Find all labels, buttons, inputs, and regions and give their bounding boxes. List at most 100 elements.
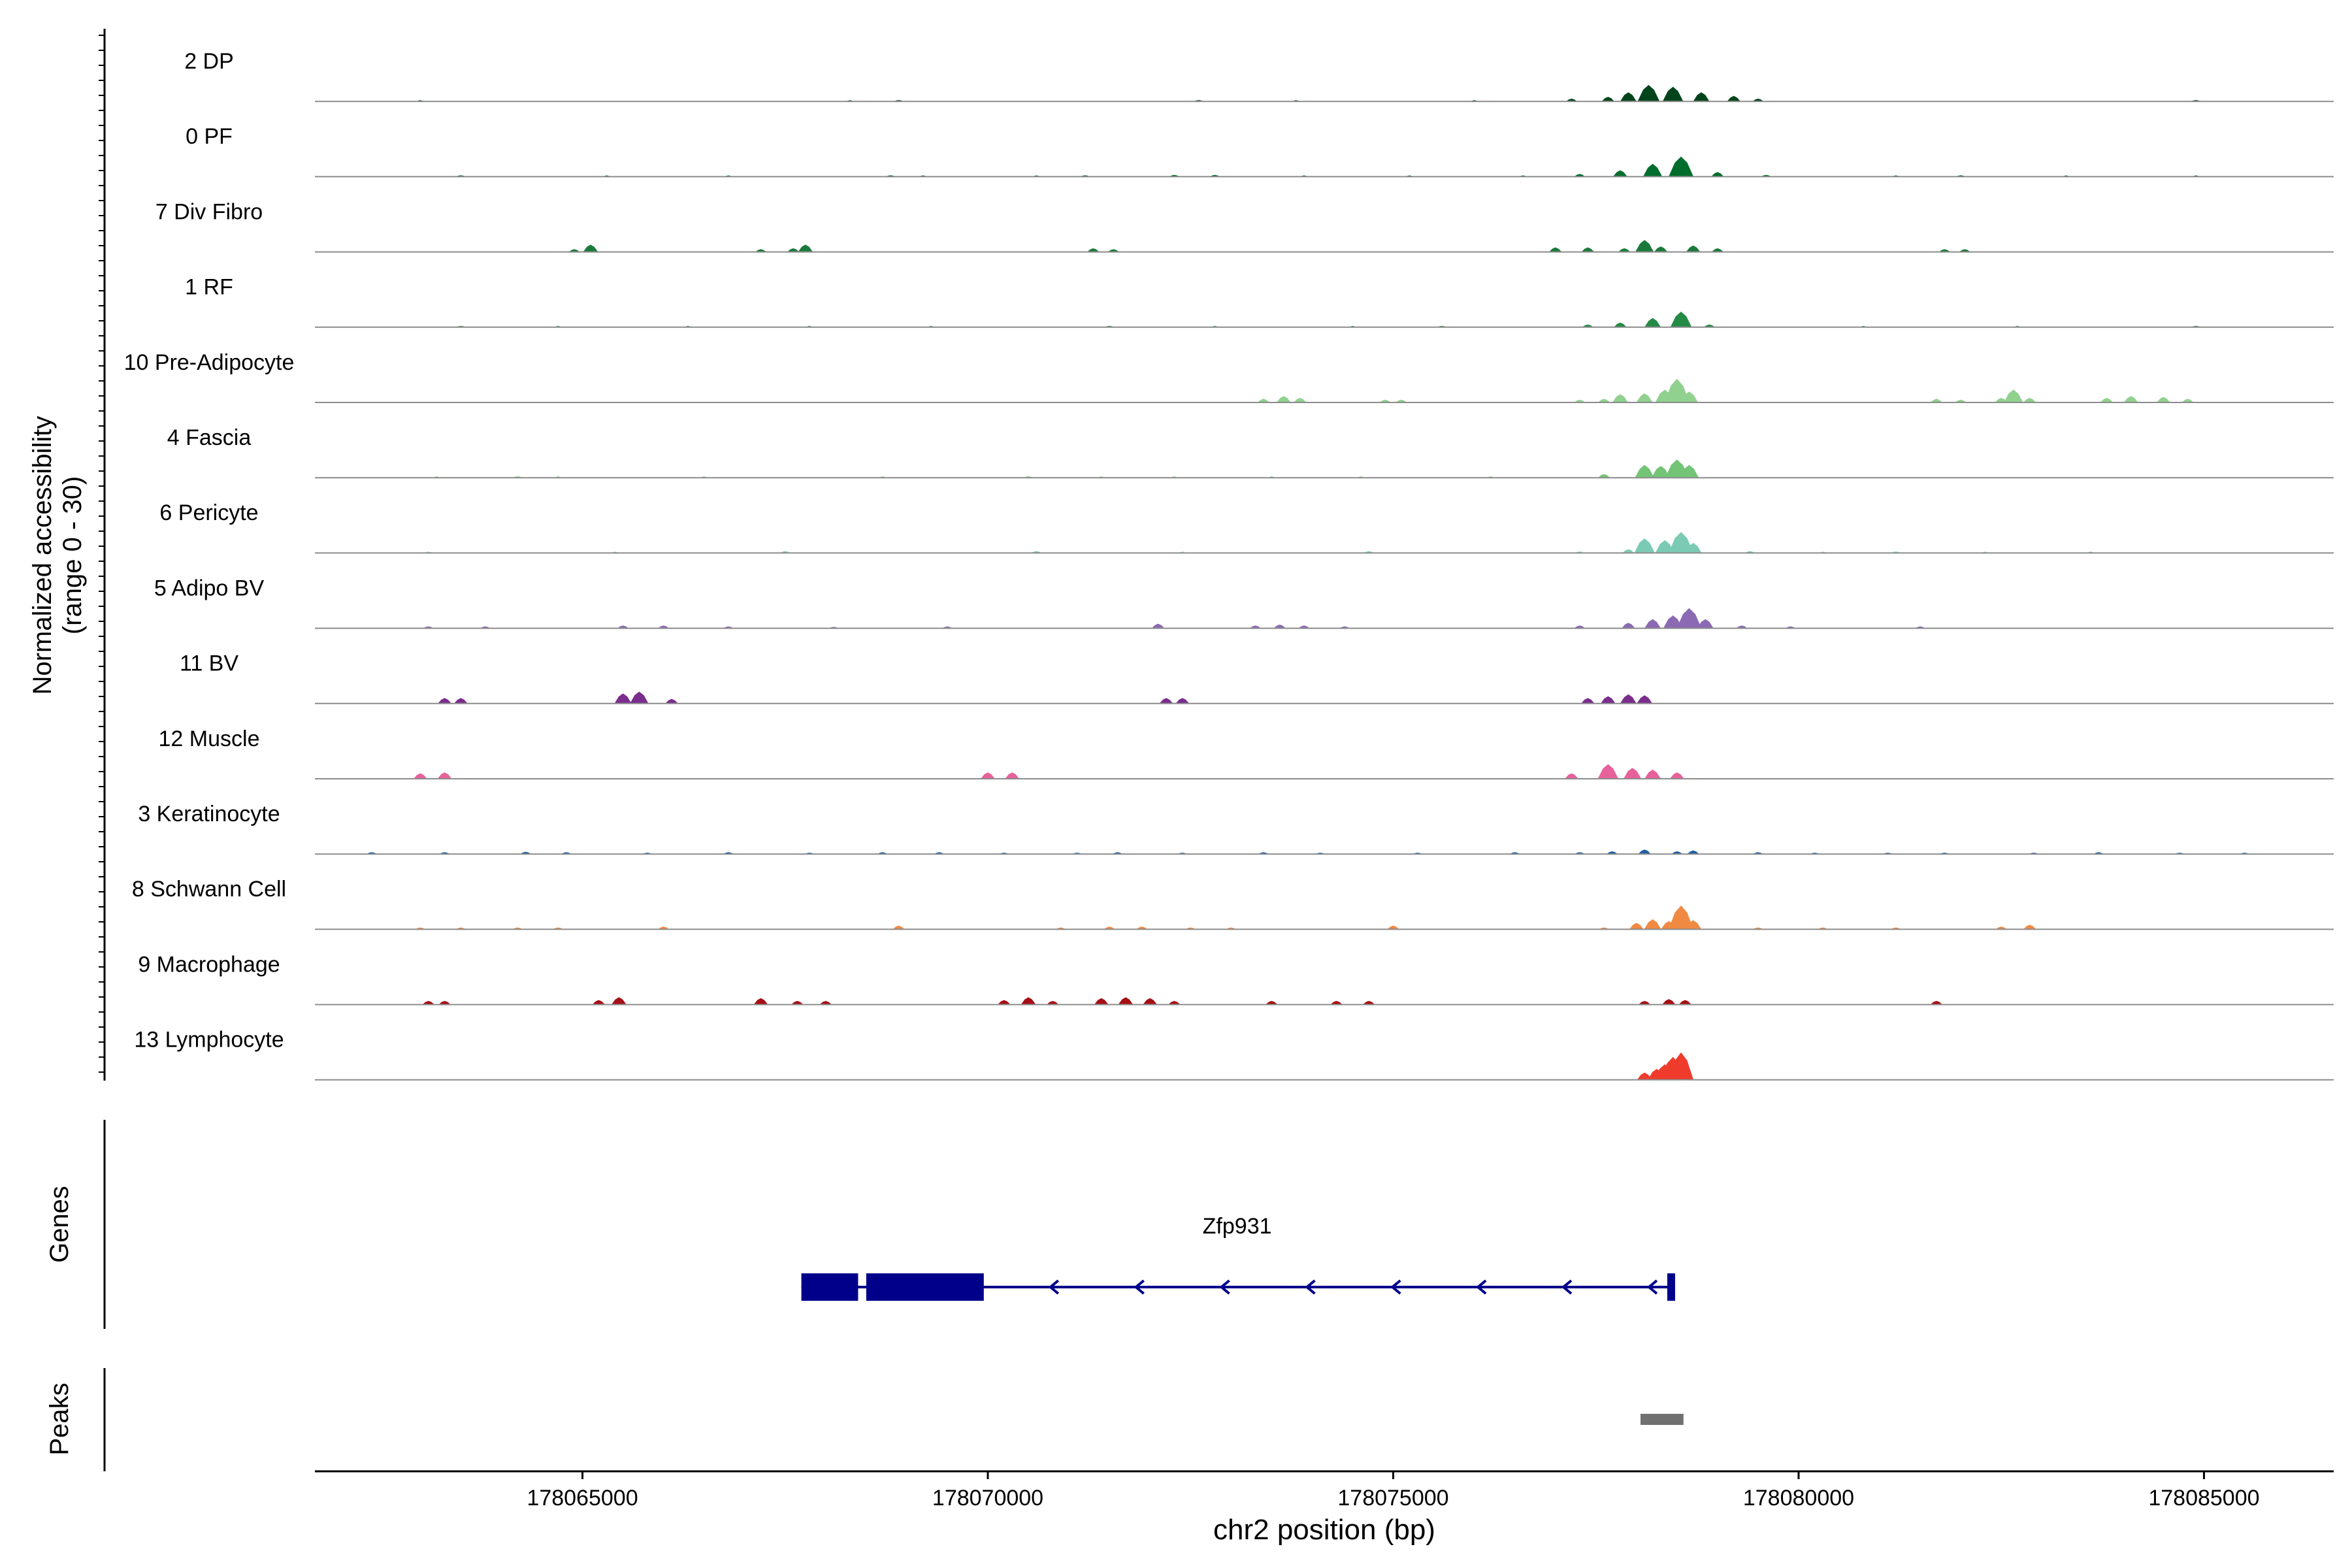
- track-5-adipo-bv: 5 Adipo BV: [154, 576, 2334, 629]
- coverage-peak: [1676, 608, 1702, 629]
- coverage-peak: [755, 249, 767, 252]
- called-peak: [1640, 1414, 1684, 1425]
- coverage-peak: [892, 925, 905, 930]
- coverage-peak: [2004, 389, 2023, 402]
- strand-arrow: [1305, 1279, 1316, 1295]
- track-label: 12 Muscle: [159, 727, 260, 751]
- coverage-peak: [657, 926, 670, 930]
- coverage-peak: [1597, 764, 1619, 779]
- coverage-peak: [1622, 549, 1635, 553]
- coverage-peak: [1930, 1001, 1943, 1005]
- coverage-peak: [1379, 399, 1391, 402]
- coverage-peak: [568, 249, 580, 252]
- coverage-peak: [1686, 245, 1701, 252]
- coverage-peak: [1669, 772, 1684, 779]
- coverage-peak: [1711, 172, 1724, 177]
- coverage-peak: [422, 1001, 434, 1005]
- coverage-peak: [1938, 249, 1950, 252]
- coverage-peak: [1620, 92, 1637, 102]
- coverage-peak: [1330, 1001, 1343, 1005]
- coverage-peak: [1687, 850, 1699, 855]
- coverage-peak: [1103, 926, 1115, 930]
- coverage-peak: [1613, 170, 1627, 177]
- coverage-peak: [1618, 248, 1631, 252]
- coverage-peak: [1669, 156, 1694, 177]
- track-0-pf: 0 PF: [186, 124, 2334, 178]
- coverage-peak: [1565, 99, 1578, 102]
- coverage-peak: [1629, 923, 1644, 930]
- track-4-fascia: 4 Fascia: [167, 425, 2334, 479]
- peaks-track: Peaks: [45, 1368, 1684, 1471]
- coverage-peak: [1136, 926, 1148, 930]
- track-label: 3 Keratinocyte: [138, 802, 280, 826]
- x-tick-label: 178080000: [1743, 1486, 1854, 1511]
- track-3-keratinocyte: 3 Keratinocyte: [138, 802, 2334, 855]
- strand-arrow: [1134, 1279, 1145, 1295]
- track-label: 9 Macrophage: [138, 952, 280, 977]
- coverage-peak: [1574, 174, 1586, 177]
- track-8-schwann-cell: 8 Schwann Cell: [132, 877, 2334, 930]
- x-axis-label: chr2 position (bp): [1213, 1514, 1435, 1546]
- coverage-peak: [1662, 86, 1684, 102]
- coverage-peak: [611, 997, 627, 1005]
- coverage-peak: [1655, 540, 1674, 553]
- track-11-bv: 11 BV: [180, 651, 2334, 704]
- coverage-peak: [1680, 391, 1699, 402]
- coverage-peak: [1047, 1001, 1059, 1005]
- track-1-rf: 1 RF: [185, 275, 2334, 328]
- coverage-peak: [1663, 615, 1683, 629]
- coverage-peak: [614, 693, 632, 704]
- coverage-peak: [1298, 625, 1310, 629]
- coverage-peak: [1995, 926, 2007, 930]
- track-label: 11 BV: [180, 651, 238, 676]
- track-6-pericyte: 6 Pericyte: [159, 500, 2334, 554]
- coverage-peak: [617, 625, 629, 629]
- coverage-peak: [998, 1000, 1011, 1005]
- track-13-lymphocyte: 13 Lymphocyte: [134, 1028, 2334, 1081]
- x-tick-label: 178070000: [932, 1486, 1043, 1511]
- coverage-peak: [657, 625, 670, 629]
- y-axis: [99, 29, 106, 1081]
- coverage-peak: [1644, 619, 1661, 629]
- coverage-peak: [438, 698, 451, 704]
- coverage-peak: [787, 248, 800, 252]
- coverage-peak: [454, 698, 468, 704]
- y-axis-label-line: Normalized accessibility: [28, 416, 57, 695]
- coverage-peak: [1727, 95, 1740, 102]
- coverage-peak: [1574, 399, 1586, 402]
- coverage-peak: [1266, 1001, 1278, 1005]
- coverage-peak: [1703, 324, 1716, 327]
- track-label: 8 Schwann Cell: [132, 877, 286, 902]
- track-label: 10 Pre-Adipocyte: [124, 350, 295, 375]
- accessibility-tracks: 2 DP 0 PF 7 Div Fibro 1 RF 10 Pre-Adipocyte 4…: [124, 49, 2334, 1081]
- track-2-dp: 2 DP: [184, 49, 2334, 103]
- gene-exon: [866, 1273, 984, 1301]
- coverage-peak: [2100, 398, 2114, 402]
- coverage-peak: [1685, 920, 1702, 930]
- coverage-peak: [1634, 538, 1655, 553]
- coverage-peak: [1277, 396, 1291, 402]
- coverage-peak: [583, 244, 598, 252]
- coverage-peak: [1249, 625, 1262, 629]
- coverage-peak: [1669, 1052, 1694, 1080]
- coverage-peak: [753, 998, 768, 1005]
- gene-name: Zfp931: [1203, 1214, 1272, 1239]
- coverage-peak: [1644, 318, 1661, 327]
- track-12-muscle: 12 Muscle: [159, 727, 2334, 779]
- coverage-peak: [2023, 924, 2036, 930]
- coverage-peak: [1635, 465, 1654, 478]
- coverage-peak: [1678, 1000, 1691, 1005]
- coverage-peak: [1671, 851, 1683, 855]
- coverage-peak: [437, 772, 452, 779]
- coverage-peak: [1752, 99, 1764, 102]
- coverage-peak: [1597, 474, 1610, 478]
- coverage-peak: [1930, 399, 1943, 402]
- coverage-peak: [1651, 466, 1671, 478]
- track-label: 7 Div Fibro: [155, 199, 263, 224]
- coverage-peak: [791, 1001, 804, 1005]
- coverage-peak: [1601, 97, 1615, 102]
- y-axis-label: Normalized accessibility(range 0 - 30): [28, 416, 87, 695]
- coverage-peak: [1670, 312, 1692, 327]
- coverage-peak: [1654, 246, 1668, 252]
